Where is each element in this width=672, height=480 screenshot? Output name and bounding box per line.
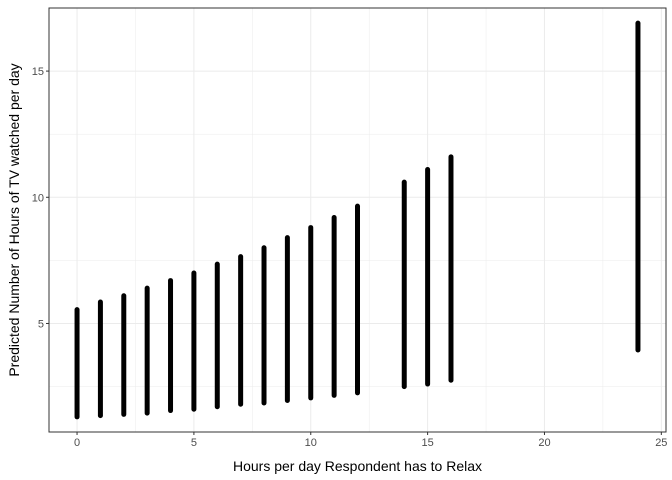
y-tick-label: 10 [32,192,44,204]
x-axis-title: Hours per day Respondent has to Relax [233,458,482,474]
y-axis-title: Predicted Number of Hours of TV watched … [6,63,22,376]
x-tick-label: 10 [305,437,317,449]
range-bars [74,20,641,420]
x-tick-label: 25 [655,437,667,449]
axis-ticks: 0 5 10 15 20 25 5 10 15 [32,66,668,449]
x-tick-label: 0 [74,437,80,449]
y-tick-label: 5 [38,318,44,330]
y-tick-label: 15 [32,66,44,78]
panel-border [48,7,667,433]
x-tick-label: 5 [191,437,197,449]
x-tick-label: 15 [421,437,433,449]
x-tick-label: 20 [538,437,550,449]
